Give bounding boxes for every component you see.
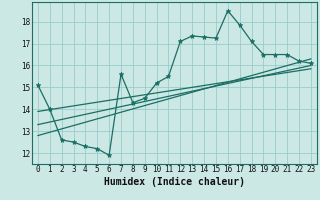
X-axis label: Humidex (Indice chaleur): Humidex (Indice chaleur): [104, 177, 245, 187]
